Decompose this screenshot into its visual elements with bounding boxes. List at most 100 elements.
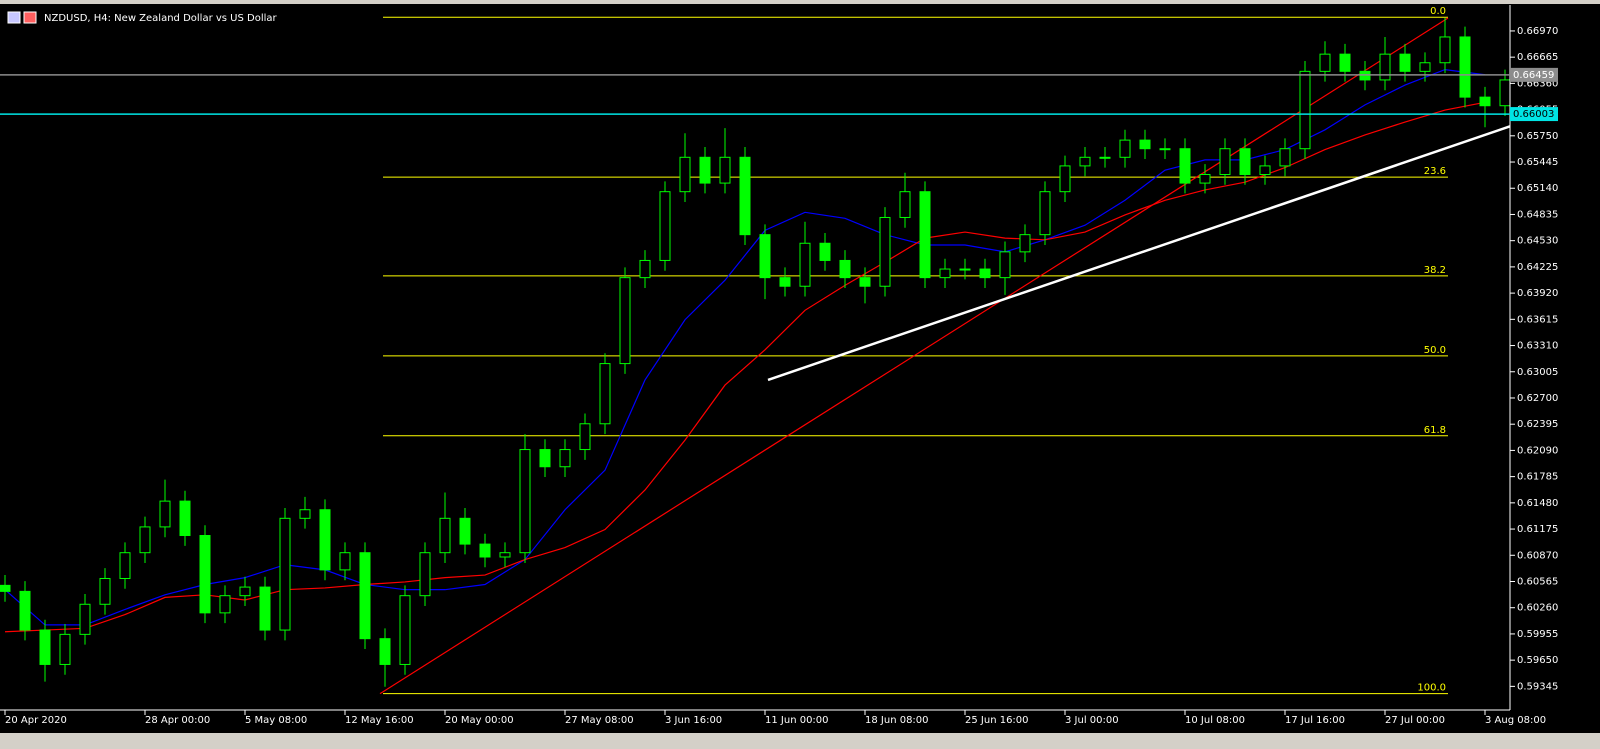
candle-body bbox=[399, 595, 411, 665]
x-tick-label: 5 May 08:00 bbox=[245, 715, 307, 726]
y-tick-label: 0.63920 bbox=[1517, 288, 1558, 299]
candle-body bbox=[1379, 53, 1391, 81]
chart-title: NZDUSD, H4: New Zealand Dollar vs US Dol… bbox=[44, 13, 278, 24]
x-tick-label: 20 May 00:00 bbox=[445, 715, 514, 726]
top-toolbar-edge bbox=[0, 0, 1600, 4]
x-tick-label: 27 May 08:00 bbox=[565, 715, 634, 726]
candle-body bbox=[879, 216, 891, 287]
candle-body bbox=[379, 638, 391, 665]
y-tick-label: 0.59955 bbox=[1517, 629, 1558, 640]
price-label: 0.66459 bbox=[1513, 70, 1554, 81]
y-tick-label: 0.61480 bbox=[1517, 498, 1558, 509]
y-tick-label: 0.63310 bbox=[1517, 341, 1558, 352]
candle-body bbox=[39, 629, 51, 665]
tab-bar[interactable] bbox=[0, 733, 1600, 749]
candle-body bbox=[1439, 36, 1451, 64]
candle-body bbox=[19, 590, 31, 631]
y-tick-label: 0.60260 bbox=[1517, 603, 1558, 614]
y-tick-label: 0.63615 bbox=[1517, 314, 1558, 325]
fibonacci-label: 23.6 bbox=[1424, 166, 1446, 177]
candle-body bbox=[1459, 36, 1471, 98]
candle-body bbox=[439, 517, 451, 554]
candle-body bbox=[1139, 139, 1151, 150]
candle-body bbox=[79, 603, 91, 635]
y-tick-label: 0.64835 bbox=[1517, 209, 1558, 220]
candle-body bbox=[1499, 79, 1511, 107]
candle-body bbox=[1339, 53, 1351, 72]
candle-body bbox=[1359, 70, 1371, 81]
candle-body bbox=[1159, 148, 1171, 151]
chart-icon bbox=[7, 11, 21, 24]
candle-body bbox=[1059, 165, 1071, 193]
price-label-box bbox=[1510, 107, 1558, 122]
candle-body bbox=[1099, 156, 1111, 159]
candle-body bbox=[799, 242, 811, 287]
candle-body bbox=[179, 500, 191, 537]
fibonacci-label: 61.8 bbox=[1424, 425, 1446, 436]
x-tick-label: 28 Apr 00:00 bbox=[145, 715, 210, 726]
candle-body bbox=[1479, 96, 1491, 107]
candle-body bbox=[559, 449, 571, 468]
candle-body bbox=[1259, 165, 1271, 175]
candle-body bbox=[1319, 53, 1331, 72]
candle-body bbox=[859, 277, 871, 287]
candle-body bbox=[279, 517, 291, 631]
candle-body bbox=[1179, 148, 1191, 184]
candle-body bbox=[459, 517, 471, 545]
candle-body bbox=[1239, 148, 1251, 175]
candle-body bbox=[699, 156, 711, 184]
candle-body bbox=[219, 595, 231, 614]
candle-body bbox=[0, 584, 11, 592]
candle-body bbox=[539, 449, 551, 468]
candle-body bbox=[739, 156, 751, 236]
candle-body bbox=[419, 552, 431, 597]
moving-average bbox=[4, 69, 1486, 626]
candle-body bbox=[979, 268, 991, 279]
x-tick-label: 3 Jun 16:00 bbox=[665, 715, 722, 726]
candle-body bbox=[1019, 234, 1031, 253]
fibonacci-label: 0.0 bbox=[1430, 6, 1446, 17]
y-tick-label: 0.61175 bbox=[1517, 524, 1558, 535]
y-tick-label: 0.62700 bbox=[1517, 393, 1558, 404]
candle-body bbox=[659, 191, 671, 261]
trendline bbox=[379, 17, 1449, 695]
candle-body bbox=[579, 423, 591, 451]
y-tick-label: 0.66970 bbox=[1517, 26, 1558, 37]
y-tick-label: 0.59650 bbox=[1517, 655, 1558, 666]
y-tick-label: 0.62395 bbox=[1517, 419, 1558, 430]
y-tick-label: 0.64530 bbox=[1517, 236, 1558, 247]
candle-body bbox=[999, 251, 1011, 279]
candle-body bbox=[679, 156, 691, 193]
candle-body bbox=[319, 509, 331, 571]
x-tick-label: 3 Aug 08:00 bbox=[1485, 715, 1546, 726]
candle-body bbox=[1039, 191, 1051, 236]
y-tick-label: 0.62090 bbox=[1517, 445, 1558, 456]
x-tick-label: 11 Jun 00:00 bbox=[765, 715, 829, 726]
candle-body bbox=[499, 552, 511, 558]
candle-body bbox=[839, 259, 851, 279]
y-tick-label: 0.65140 bbox=[1517, 183, 1558, 194]
candle-body bbox=[599, 363, 611, 425]
candle-body bbox=[479, 543, 491, 558]
candle-body bbox=[359, 552, 371, 640]
x-tick-label: 27 Jul 00:00 bbox=[1385, 715, 1445, 726]
candle-body bbox=[1079, 156, 1091, 167]
y-tick-label: 0.61785 bbox=[1517, 472, 1558, 483]
candle-body bbox=[759, 234, 771, 279]
moving-average bbox=[4, 101, 1486, 633]
candle-body bbox=[959, 268, 971, 271]
y-tick-label: 0.65750 bbox=[1517, 131, 1558, 142]
fibonacci-label: 50.0 bbox=[1424, 345, 1446, 356]
price-label: 0.66003 bbox=[1513, 109, 1554, 120]
fibonacci-label: 38.2 bbox=[1424, 265, 1446, 276]
candle-body bbox=[919, 191, 931, 279]
trendline bbox=[767, 125, 1511, 382]
chart-icon bbox=[23, 11, 37, 24]
x-tick-label: 10 Jul 08:00 bbox=[1185, 715, 1245, 726]
candle-body bbox=[59, 633, 71, 665]
y-tick-label: 0.63005 bbox=[1517, 367, 1558, 378]
candle-body bbox=[779, 277, 791, 287]
candle-body bbox=[239, 586, 251, 597]
